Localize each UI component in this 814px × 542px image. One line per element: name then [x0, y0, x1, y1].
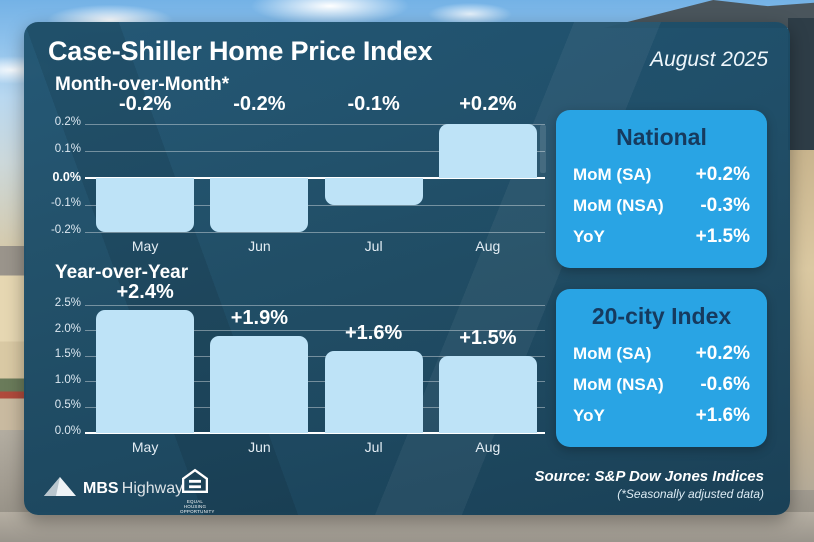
- grid-line: [85, 432, 545, 434]
- grid-line: [85, 381, 545, 383]
- bar: [210, 335, 309, 433]
- bar: [438, 124, 537, 178]
- x-tick-label: May: [131, 238, 159, 254]
- photo-bleed: [540, 125, 546, 173]
- equal-housing-icon: EQUAL HOUSING OPPORTUNITY: [180, 468, 215, 514]
- x-tick-label: Jul: [364, 238, 383, 254]
- page-title: Case-Shiller Home Price Index: [48, 36, 433, 66]
- metric-label: MoM (NSA): [573, 195, 664, 215]
- metric-value: +1.6%: [695, 404, 750, 426]
- x-tick-label: Aug: [475, 439, 501, 455]
- metric-value: -0.6%: [700, 373, 750, 395]
- bar: [324, 351, 423, 433]
- bar-value-label: -0.1%: [347, 93, 400, 115]
- metric-label: YoY: [573, 226, 605, 246]
- city-mom-sa-row: MoM (SA) +0.2%: [573, 338, 750, 369]
- city-index-panel: 20-city Index MoM (SA) +0.2% MoM (NSA) -…: [556, 289, 767, 447]
- bar-value-label: +1.5%: [459, 327, 517, 350]
- source-text: Source: S&P Dow Jones Indices: [534, 468, 764, 485]
- y-tick-label: 2.0%: [54, 322, 81, 335]
- bar: [210, 178, 309, 232]
- grid-line: [85, 123, 545, 125]
- y-tick-label: -0.1%: [50, 197, 81, 209]
- bar: [324, 178, 423, 205]
- yoy-chart-heading: Year-over-Year: [55, 262, 189, 283]
- grid-line: [85, 150, 545, 152]
- grid-line: [85, 177, 545, 179]
- national-mom-sa-row: MoM (SA) +0.2%: [573, 159, 750, 190]
- background-roof-edge: [788, 18, 814, 158]
- x-tick-label: Jun: [248, 238, 271, 254]
- national-panel: National MoM (SA) +0.2% MoM (NSA) -0.3% …: [556, 110, 767, 268]
- background-house-wall: [788, 150, 814, 490]
- city-mom-nsa-row: MoM (NSA) -0.6%: [573, 369, 750, 400]
- bar-value-label: +1.6%: [344, 322, 403, 345]
- mbs-highway-logo: MBS Highway.: [44, 477, 186, 501]
- metric-label: MoM (SA): [573, 164, 652, 184]
- mountain-logo-icon: [44, 477, 76, 501]
- mom-chart-plot: 0.2% 0.1% 0.0% -0.1% -0.2% -0.2% May -0.2% Jun -0…: [51, 93, 545, 254]
- metric-value: -0.3%: [700, 194, 750, 216]
- y-tick-label: -0.2%: [50, 224, 81, 236]
- grid-line: [85, 330, 545, 332]
- metric-value: +0.2%: [695, 163, 750, 185]
- y-tick-label: 0.1%: [54, 143, 81, 155]
- x-tick-label: Jun: [248, 439, 271, 455]
- equal-housing-label: EQUAL HOUSING OPPORTUNITY: [180, 499, 215, 514]
- bar-value-label: +2.4%: [116, 281, 174, 304]
- brand-rest: Highway.: [121, 480, 187, 497]
- metric-label: YoY: [573, 405, 605, 425]
- national-panel-title: National: [616, 124, 707, 150]
- metric-value: +1.5%: [695, 225, 750, 247]
- grid-line: [85, 231, 545, 233]
- y-tick-label: 1.5%: [54, 348, 81, 361]
- y-tick-label: 0.0%: [54, 425, 81, 437]
- grid-line: [85, 304, 545, 306]
- national-mom-nsa-row: MoM (NSA) -0.3%: [573, 190, 750, 221]
- grid-line: [85, 204, 545, 206]
- y-tick-label: 0.0%: [52, 170, 82, 184]
- report-date: August 2025: [650, 48, 768, 71]
- x-tick-label: Jul: [364, 439, 383, 455]
- yoy-chart-plot: 2.5% 2.0% 1.5% 1.0% 0.5% 0.0% +2.4% May +1.9% Jun…: [55, 281, 545, 455]
- metric-label: MoM (SA): [573, 343, 652, 363]
- infographic-card: Case-Shiller Home Price Index August 202…: [24, 22, 790, 515]
- x-tick-label: Aug: [475, 238, 501, 254]
- bar: [96, 310, 195, 433]
- city-yoy-row: YoY +1.6%: [573, 400, 750, 431]
- brand-text: MBS Highway.: [83, 480, 186, 498]
- background-house-left: [0, 246, 26, 430]
- y-tick-label: 0.5%: [54, 399, 81, 412]
- mom-chart-heading: Month-over-Month*: [55, 74, 230, 95]
- y-tick-label: 1.0%: [54, 373, 81, 386]
- x-tick-label: May: [131, 439, 159, 455]
- grid-line: [85, 355, 545, 357]
- metric-value: +0.2%: [695, 342, 750, 364]
- y-tick-label: 2.5%: [54, 297, 81, 309]
- city-index-panel-title: 20-city Index: [591, 303, 732, 329]
- bar: [96, 178, 195, 232]
- grid-line: [85, 406, 545, 408]
- metric-label: MoM (NSA): [573, 374, 664, 394]
- source-attribution: Source: S&P Dow Jones Indices (*Seasonal…: [534, 468, 764, 501]
- seasonal-note: (*Seasonally adjusted data): [617, 487, 764, 501]
- background-pavement: [0, 512, 814, 542]
- bar-value-label: -0.2%: [233, 93, 286, 115]
- y-tick-label: 0.2%: [54, 116, 81, 128]
- bar-value-label: +1.9%: [230, 306, 288, 329]
- national-yoy-row: YoY +1.5%: [573, 221, 750, 252]
- bar: [438, 356, 537, 433]
- bar-value-label: -0.2%: [119, 93, 172, 115]
- brand-bold: MBS: [83, 480, 119, 497]
- bar-value-label: +0.2%: [459, 93, 517, 115]
